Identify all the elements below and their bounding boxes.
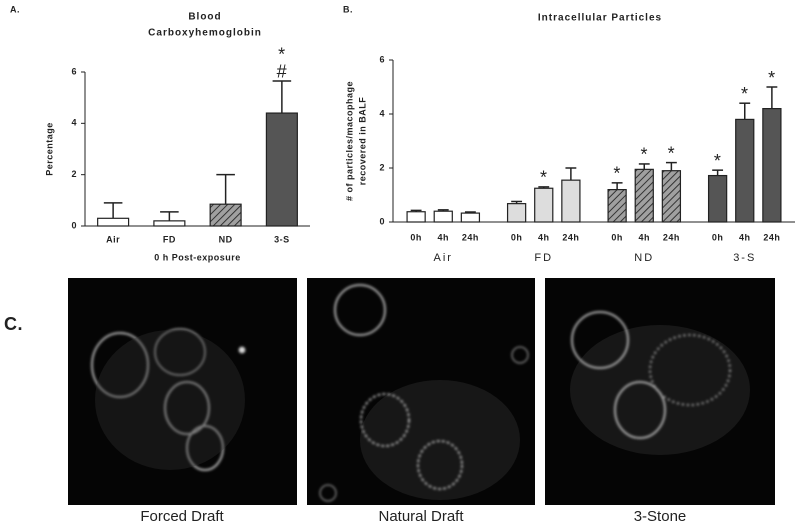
- y-tick-label: 4: [379, 108, 385, 118]
- bar: [707, 174, 728, 223]
- y-axis-label: # of particles/macophage: [344, 81, 354, 201]
- bar: [209, 203, 242, 227]
- panel-label: A.: [10, 4, 20, 14]
- y-tick-label: 6: [379, 54, 385, 64]
- bar: [762, 107, 782, 223]
- y-axis-label: recovered in BALF: [357, 97, 367, 186]
- x-tick-label: ND: [219, 234, 233, 244]
- significance-mark: *: [714, 151, 722, 171]
- x-tick-label: 4h: [638, 232, 650, 242]
- group-label: 3-S: [733, 252, 756, 264]
- group-label: FD: [534, 252, 553, 264]
- x-axis-label: 0 h Post-exposure: [154, 252, 241, 262]
- y-tick-label: 6: [71, 66, 77, 76]
- y-tick-label: 0: [71, 220, 77, 230]
- chart-title: Intracellular Particles: [538, 13, 662, 24]
- panel-label: B.: [343, 4, 353, 14]
- significance-mark: *: [768, 68, 776, 88]
- image-caption: Natural Draft: [378, 508, 464, 525]
- bar: [534, 187, 554, 223]
- significance-mark: *: [668, 143, 676, 163]
- bar: [735, 118, 755, 223]
- significance-mark: *: [640, 145, 648, 165]
- significance-mark: *: [613, 164, 621, 184]
- significance-mark: *: [741, 84, 749, 104]
- group-label: Air: [434, 252, 453, 264]
- image-caption: Forced Draft: [140, 508, 224, 525]
- bar: [265, 112, 298, 227]
- image-caption: 3-Stone: [634, 508, 687, 525]
- x-tick-label: 3-S: [274, 234, 290, 244]
- bar: [460, 212, 481, 223]
- x-tick-label: 24h: [462, 232, 479, 242]
- x-tick-label: 0h: [410, 232, 422, 242]
- bar: [433, 210, 453, 223]
- x-tick-label: 4h: [739, 232, 751, 242]
- chart-title: Blood: [188, 12, 221, 23]
- significance-mark: *: [278, 45, 286, 65]
- micrograph: [68, 278, 297, 505]
- x-tick-label: 0h: [511, 232, 523, 242]
- bar: [406, 211, 426, 223]
- bar: [634, 168, 654, 223]
- panel-label: C.: [4, 314, 23, 334]
- x-tick-label: 24h: [763, 232, 780, 242]
- chart-title: Carboxyhemoglobin: [148, 28, 262, 39]
- bar: [153, 220, 186, 227]
- group-label: ND: [634, 252, 654, 264]
- bar: [97, 217, 130, 227]
- micrograph: [545, 278, 775, 505]
- x-tick-label: 0h: [712, 232, 724, 242]
- bar: [607, 189, 627, 223]
- micrograph: [307, 278, 535, 505]
- x-tick-label: Air: [106, 234, 120, 244]
- bar: [506, 203, 527, 223]
- y-tick-label: 2: [379, 162, 385, 172]
- y-tick-label: 4: [71, 118, 77, 128]
- significance-mark: #: [277, 62, 288, 82]
- significance-mark: *: [540, 168, 548, 188]
- y-axis-label: Percentage: [44, 122, 54, 176]
- x-tick-label: FD: [163, 234, 176, 244]
- x-tick-label: 24h: [562, 232, 579, 242]
- x-tick-label: 4h: [538, 232, 550, 242]
- y-tick-label: 2: [71, 169, 77, 179]
- bar: [661, 170, 682, 223]
- x-tick-label: 0h: [611, 232, 623, 242]
- x-tick-label: 4h: [437, 232, 449, 242]
- x-tick-label: 24h: [663, 232, 680, 242]
- bar: [561, 179, 581, 223]
- y-tick-label: 0: [379, 216, 385, 226]
